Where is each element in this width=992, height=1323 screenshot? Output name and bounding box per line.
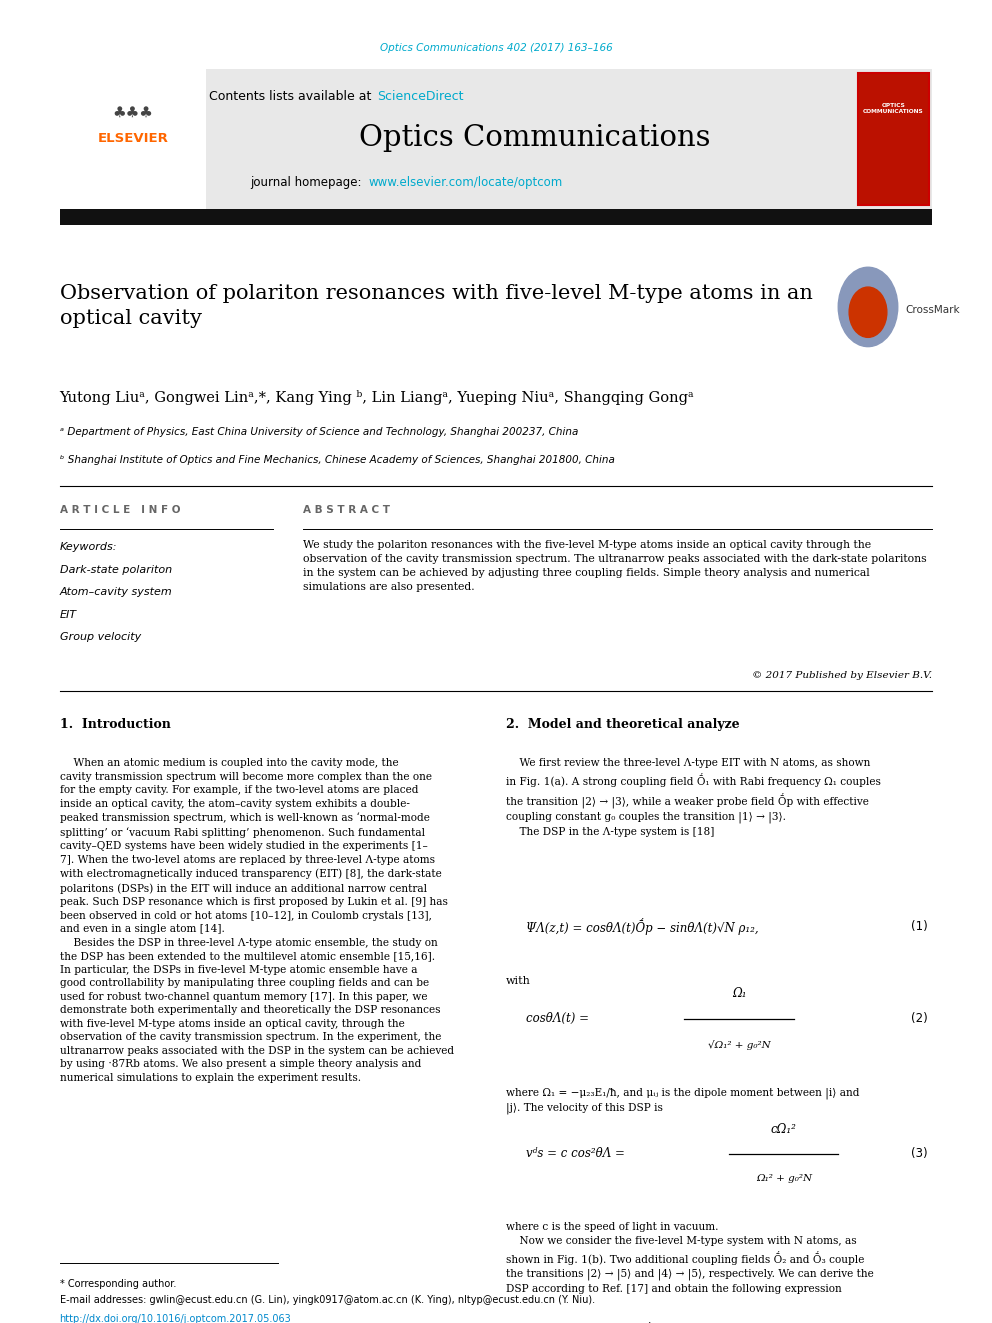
- Text: 2.  Model and theoretical analyze: 2. Model and theoretical analyze: [506, 718, 740, 732]
- Text: ScienceDirect: ScienceDirect: [377, 90, 463, 103]
- Text: vᵈs = c cos²θΛ =: vᵈs = c cos²θΛ =: [526, 1147, 625, 1160]
- Text: Contents lists available at: Contents lists available at: [208, 90, 375, 103]
- Text: ᵇ Shanghai Institute of Optics and Fine Mechanics, Chinese Academy of Sciences, : ᵇ Shanghai Institute of Optics and Fine …: [60, 455, 614, 466]
- Text: Ω₁² + g₀²N: Ω₁² + g₀²N: [756, 1174, 811, 1183]
- Text: Observation of polariton resonances with five-level M-type atoms in an
optical c: Observation of polariton resonances with…: [60, 284, 812, 328]
- Text: E-mail addresses: gwlin@ecust.edu.cn (G. Lin), yingk0917@atom.ac.cn (K. Ying), n: E-mail addresses: gwlin@ecust.edu.cn (G.…: [60, 1295, 594, 1306]
- Bar: [60, 69, 932, 209]
- Text: Ω₁: Ω₁: [732, 987, 746, 1000]
- Text: Keywords:: Keywords:: [60, 542, 117, 553]
- Text: A R T I C L E   I N F O: A R T I C L E I N F O: [60, 505, 180, 516]
- Text: A B S T R A C T: A B S T R A C T: [303, 505, 390, 516]
- Text: Optics Communications: Optics Communications: [359, 123, 710, 152]
- Text: * Corresponding author.: * Corresponding author.: [60, 1279, 176, 1290]
- Text: OPTICS
COMMUNICATIONS: OPTICS COMMUNICATIONS: [863, 103, 924, 114]
- Bar: [858, 73, 929, 205]
- Circle shape: [849, 287, 887, 337]
- Text: where Ω₁ = −μ₂₃E₁/ħ, and μᵢⱼ is the dipole moment between |i⟩ and
|j⟩. The veloc: where Ω₁ = −μ₂₃E₁/ħ, and μᵢⱼ is the dipo…: [506, 1088, 859, 1114]
- Text: © 2017 Published by Elsevier B.V.: © 2017 Published by Elsevier B.V.: [753, 671, 932, 680]
- Bar: [60, 209, 932, 225]
- Text: where c is the speed of light in vacuum.
    Now we consider the five-level M-ty: where c is the speed of light in vacuum.…: [506, 1222, 874, 1294]
- Text: http://dx.doi.org/10.1016/j.optcom.2017.05.063: http://dx.doi.org/10.1016/j.optcom.2017.…: [60, 1314, 292, 1323]
- Text: www.elsevier.com/locate/optcom: www.elsevier.com/locate/optcom: [368, 176, 562, 189]
- Text: cosθΛ(t) =: cosθΛ(t) =: [526, 1012, 589, 1025]
- Text: √Ω₁² + g₀²N: √Ω₁² + g₀²N: [707, 1040, 771, 1050]
- Bar: [60, 69, 206, 209]
- Circle shape: [838, 267, 898, 347]
- Text: cΩ₁²: cΩ₁²: [771, 1123, 797, 1136]
- Text: We first review the three-level Λ-type EIT with N atoms, as shown
in Fig. 1(a). : We first review the three-level Λ-type E…: [506, 758, 881, 836]
- Text: ELSEVIER: ELSEVIER: [97, 132, 169, 146]
- Text: (2): (2): [911, 1012, 928, 1025]
- Text: with: with: [506, 976, 531, 987]
- Text: 1.  Introduction: 1. Introduction: [60, 718, 171, 732]
- Text: ᵃ Department of Physics, East China University of Science and Technology, Shangh: ᵃ Department of Physics, East China Univ…: [60, 427, 578, 438]
- Text: When an atomic medium is coupled into the cavity mode, the
cavity transmission s: When an atomic medium is coupled into th…: [60, 758, 453, 1084]
- Text: ♣♣♣: ♣♣♣: [112, 105, 154, 120]
- Text: We study the polariton resonances with the five-level M-type atoms inside an opt: We study the polariton resonances with t…: [303, 540, 927, 591]
- Text: Dark-state polariton: Dark-state polariton: [60, 565, 172, 576]
- Text: Group velocity: Group velocity: [60, 632, 141, 643]
- Text: Yutong Liuᵃ, Gongwei Linᵃ,*, Kang Ying ᵇ, Lin Liangᵃ, Yueping Niuᵃ, Shangqing Go: Yutong Liuᵃ, Gongwei Linᵃ,*, Kang Ying ᵇ…: [60, 390, 694, 405]
- Text: CrossMark: CrossMark: [906, 304, 960, 315]
- Text: EIT: EIT: [60, 610, 76, 620]
- Text: journal homepage:: journal homepage:: [250, 176, 365, 189]
- Text: (1): (1): [911, 919, 928, 933]
- Text: (3): (3): [911, 1147, 928, 1160]
- Text: ΨΛ(z,t) = cosθΛ(t)Ṓp − sinθΛ(t)√N ρ₁₂,: ΨΛ(z,t) = cosθΛ(t)Ṓp − sinθΛ(t)√N ρ₁₂,: [526, 918, 759, 934]
- Text: Atom–cavity system: Atom–cavity system: [60, 587, 173, 598]
- Text: Optics Communications 402 (2017) 163–166: Optics Communications 402 (2017) 163–166: [380, 42, 612, 53]
